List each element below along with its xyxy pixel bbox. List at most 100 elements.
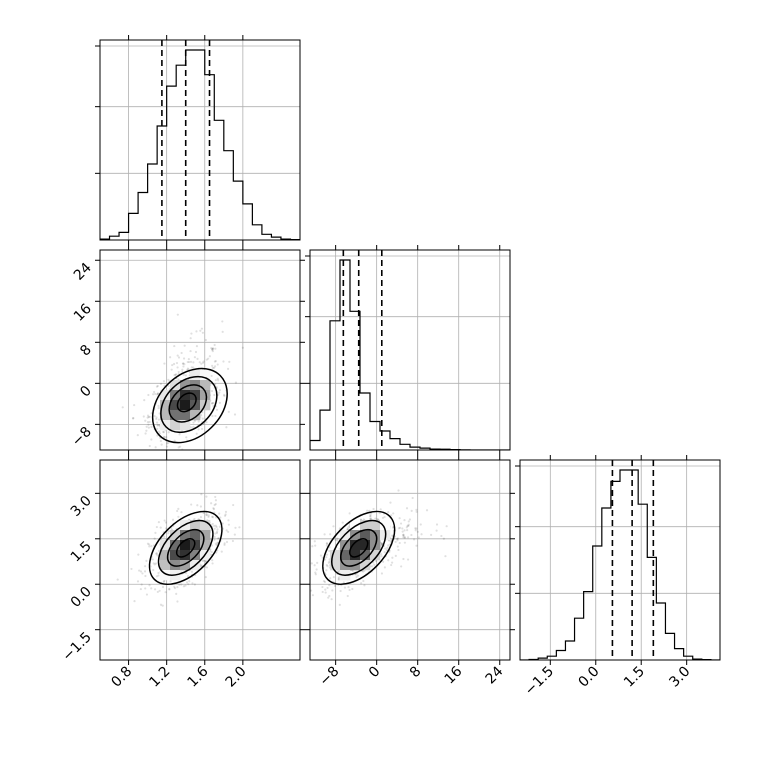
density-cell — [370, 530, 381, 541]
sample-point — [311, 594, 315, 597]
sample-point — [207, 357, 210, 360]
sample-point — [336, 539, 339, 542]
sample-point — [394, 554, 397, 557]
sample-point — [145, 425, 148, 428]
contour-level — [160, 375, 218, 434]
contour-level — [148, 510, 223, 585]
sample-point — [146, 421, 150, 424]
sample-point — [154, 446, 157, 449]
panel-frame — [309, 249, 511, 451]
sample-point — [336, 570, 340, 573]
sample-point — [380, 572, 384, 575]
sample-point — [155, 525, 158, 529]
sample-point — [390, 514, 393, 517]
sample-point — [211, 562, 214, 565]
sample-point — [175, 592, 178, 595]
sample-point — [157, 549, 161, 553]
sample-point — [225, 540, 229, 544]
sample-point — [181, 368, 184, 371]
sample-point — [325, 569, 328, 572]
sample-point — [327, 596, 330, 599]
sample-point — [167, 441, 170, 445]
sample-point — [337, 576, 340, 579]
sample-point — [402, 533, 405, 537]
sample-point — [323, 558, 327, 561]
sample-point — [214, 379, 217, 382]
sample-point — [181, 362, 185, 365]
sample-point — [164, 591, 167, 594]
sample-point — [369, 513, 372, 516]
sample-point — [310, 562, 313, 565]
sample-point — [185, 572, 188, 575]
sample-point — [322, 579, 326, 583]
sample-point — [389, 501, 392, 504]
sample-point — [175, 373, 178, 376]
sample-point — [313, 564, 316, 567]
density-cell — [340, 550, 351, 561]
sample-point — [173, 439, 176, 442]
sample-point — [155, 575, 158, 578]
sample-point — [415, 508, 418, 512]
y-tick-label: −8 — [69, 424, 95, 450]
sample-point — [163, 535, 166, 538]
sample-point — [224, 513, 227, 516]
density-cell — [170, 560, 181, 571]
sample-point — [192, 425, 195, 428]
sample-point — [196, 357, 199, 360]
sample-point — [164, 527, 168, 530]
sample-point — [153, 537, 156, 540]
sample-point — [201, 417, 204, 420]
sample-point — [147, 393, 150, 397]
sample-point — [217, 393, 220, 396]
x-tick-label: 1.6 — [185, 663, 212, 690]
sample-point — [141, 572, 144, 575]
sample-point — [182, 365, 185, 368]
sample-point — [401, 530, 404, 533]
sample-point — [381, 516, 385, 520]
density-cell — [200, 530, 211, 541]
sample-point — [332, 576, 335, 579]
density-cell — [200, 520, 211, 531]
sample-point — [326, 565, 329, 568]
sample-point — [193, 356, 197, 359]
sample-point — [408, 518, 412, 521]
sample-point — [233, 413, 237, 416]
sample-point — [195, 345, 199, 348]
sample-point — [176, 354, 179, 357]
sample-point — [210, 389, 214, 393]
sample-point — [160, 443, 163, 446]
sample-point — [201, 361, 205, 364]
contour-level — [176, 392, 197, 413]
sample-point — [205, 495, 208, 498]
sample-point — [218, 389, 221, 392]
sample-point — [185, 436, 188, 439]
sample-point — [346, 594, 349, 598]
sample-point — [155, 416, 158, 419]
sample-point — [411, 496, 414, 500]
sample-point — [148, 444, 151, 448]
sample-point — [176, 366, 179, 369]
sample-point — [330, 598, 333, 601]
density-cell — [180, 410, 191, 421]
sample-point — [167, 378, 170, 381]
density-cell — [180, 550, 191, 561]
y-tick-label: 8 — [77, 342, 95, 360]
density-cell — [360, 560, 371, 571]
sample-point — [214, 503, 217, 506]
density-cell — [180, 560, 191, 571]
sample-point — [321, 585, 324, 589]
sample-point — [341, 521, 344, 524]
sample-point — [210, 502, 213, 505]
sample-point — [390, 563, 393, 567]
sample-point — [391, 526, 395, 529]
histogram-step-2 — [520, 469, 720, 660]
density-panel-2-0: 0.8 1.2 1.6 2.0 −1.5 0.0 1.5 3.0 — [59, 455, 305, 691]
sample-point — [227, 410, 230, 413]
sample-point — [159, 382, 163, 385]
sample-point — [429, 533, 433, 536]
sample-point — [180, 351, 183, 355]
sample-point — [190, 503, 193, 506]
sample-point — [375, 559, 378, 563]
sample-point — [308, 593, 310, 595]
density-cell — [190, 550, 201, 561]
